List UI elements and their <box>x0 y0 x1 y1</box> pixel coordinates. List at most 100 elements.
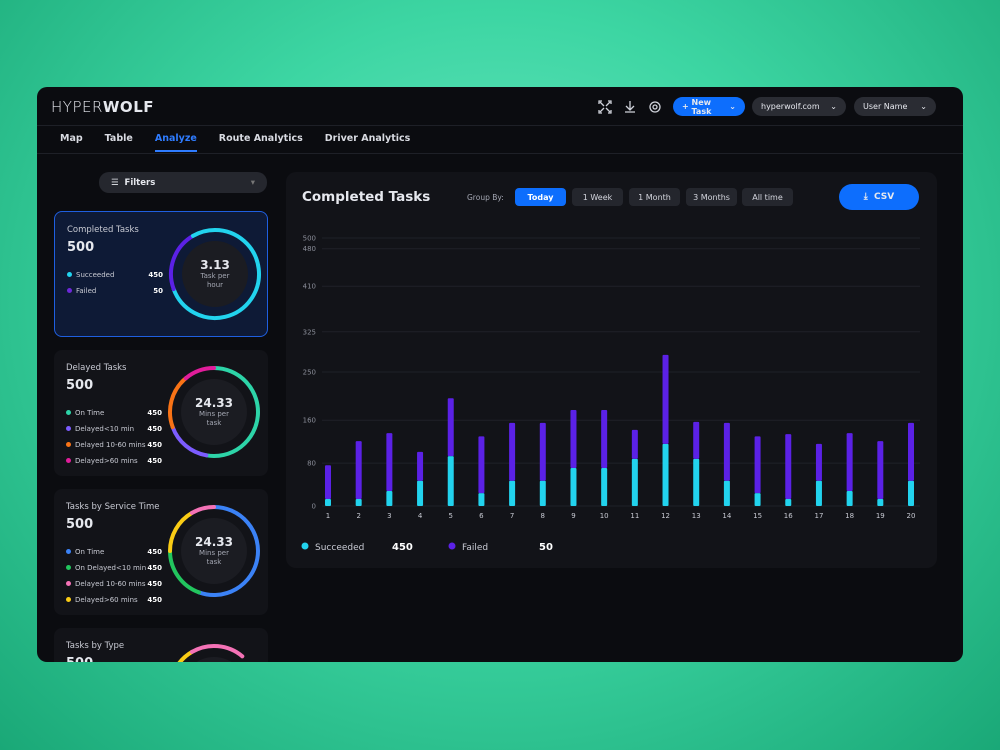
new-task-button[interactable]: + New Task ⌄ <box>673 97 745 116</box>
expand-icon[interactable] <box>598 100 612 114</box>
ring-arc <box>190 644 245 659</box>
legend-dot <box>66 581 71 586</box>
legend-value: 450 <box>147 580 162 588</box>
legend-name: Failed <box>76 287 97 295</box>
stat-card: Delayed Tasks 500 24.33 Mins per task On Tim… <box>54 350 268 476</box>
ring-arc <box>170 425 209 458</box>
bar-segment <box>723 480 730 506</box>
header-divider <box>37 125 963 126</box>
ring-arc <box>190 505 216 515</box>
legend-dot <box>67 288 72 293</box>
center-value: 3.13 <box>200 258 230 272</box>
nav-tab[interactable]: Table <box>104 133 133 144</box>
legend-value: 450 <box>147 596 162 604</box>
ring-arc <box>196 505 260 597</box>
ring <box>177 644 245 662</box>
app-window: HYPERWOLF + New Task ⌄ hyperwolf.com ⌄ Us… <box>37 87 963 662</box>
ring-center: 24.33 Mins per task <box>184 535 244 567</box>
bar-segment <box>325 499 331 506</box>
bar-segment <box>478 493 485 506</box>
legend-dot <box>66 410 71 415</box>
bar-segment <box>693 421 700 459</box>
ring-arc <box>204 366 260 458</box>
bar-segment <box>662 354 669 444</box>
group-by-button[interactable]: 1 Month <box>629 188 680 206</box>
filters-button[interactable]: ☰ Filters ▾ <box>99 172 267 193</box>
legend-name: Failed <box>462 543 488 553</box>
legend-row: Delayed 10-60 mins 450 <box>66 441 162 449</box>
y-tick-label: 80 <box>307 460 316 468</box>
nav-tab[interactable]: Map <box>60 133 83 144</box>
legend-dot <box>66 442 71 447</box>
y-tick-label: 160 <box>303 417 316 425</box>
bar-segment <box>478 436 485 494</box>
x-tick-label: 6 <box>479 512 484 520</box>
bar-segment <box>785 434 792 500</box>
stat-card: Tasks by Service Time 500 24.33 Mins per ta… <box>54 489 268 615</box>
center-label: Task per hour <box>200 272 230 289</box>
card-title: Tasks by Service Time <box>66 502 160 512</box>
card-title: Delayed Tasks <box>66 363 127 373</box>
bar-segment <box>417 480 424 506</box>
logo-bold: WOLF <box>102 98 154 116</box>
nav-tab[interactable]: Analyze <box>154 133 197 152</box>
center-label: Mins per task <box>199 549 229 566</box>
legend-name: Delayed>60 mins <box>75 596 138 604</box>
x-tick-label: 5 <box>449 512 453 520</box>
x-tick-label: 13 <box>692 512 701 520</box>
chart-panel: Completed Tasks Group By: Today 1 Week 1 M… <box>286 172 937 568</box>
legend-dot <box>66 458 71 463</box>
bar-segment <box>355 441 362 500</box>
legend-name: Delayed<10 min <box>75 425 135 433</box>
x-tick-label: 10 <box>600 512 609 520</box>
stat-card: Completed Tasks 500 3.13 Task per hour Succe… <box>54 211 268 337</box>
user-label: User Name <box>863 102 908 111</box>
domain-select[interactable]: hyperwolf.com ⌄ <box>752 97 846 116</box>
card-total: 500 <box>66 378 94 393</box>
bar-segment <box>754 493 761 506</box>
settings-icon[interactable] <box>649 101 661 113</box>
x-tick-label: 19 <box>876 512 885 520</box>
group-by-button[interactable]: 1 Week <box>572 188 623 206</box>
group-by-button[interactable]: 3 Months <box>686 188 737 206</box>
csv-button[interactable]: ⤓ CSV <box>839 184 919 210</box>
bar-segment <box>846 490 853 506</box>
bar-segment <box>386 490 393 506</box>
legend-row: On Delayed<10 min 450 <box>66 564 162 572</box>
legend-dot <box>66 597 71 602</box>
ring-inner <box>196 657 232 662</box>
user-select[interactable]: User Name ⌄ <box>854 97 936 116</box>
legend-dot <box>66 565 71 570</box>
nav-tab[interactable]: Driver Analytics <box>324 133 411 144</box>
x-tick-label: 7 <box>510 512 514 520</box>
legend-value: 450 <box>147 564 162 572</box>
download-icon[interactable] <box>625 101 635 113</box>
nav-tab[interactable]: Route Analytics <box>218 133 303 144</box>
bar-segment <box>877 441 884 500</box>
legend-row: Delayed<10 min 450 <box>66 425 162 433</box>
group-by-button[interactable]: All time <box>742 188 793 206</box>
bar-segment <box>539 480 546 506</box>
bar-segment <box>723 422 730 481</box>
bar-segment <box>908 422 914 481</box>
group-by-button[interactable]: Today <box>515 188 566 206</box>
legend-row: Succeeded 450 <box>67 271 163 279</box>
ring-center: 24.33 Mins per task <box>184 396 244 428</box>
domain-label: hyperwolf.com <box>761 102 820 111</box>
legend-name: On Time <box>75 409 105 417</box>
legend-name: Delayed 10-60 mins <box>75 580 146 588</box>
legend-dot <box>66 549 71 554</box>
ring-center: 3.13 Task per hour <box>185 258 245 290</box>
x-tick-label: 12 <box>661 512 670 520</box>
ring-inner <box>181 518 247 584</box>
x-tick-label: 15 <box>753 512 762 520</box>
bar-segment <box>631 429 638 459</box>
header-icons <box>598 100 661 114</box>
legend-row: On Time 450 <box>66 548 162 556</box>
legend-row: Delayed 10-60 mins 450 <box>66 580 162 588</box>
logo: HYPERWOLF <box>51 98 154 116</box>
chart-title: Completed Tasks <box>302 189 431 205</box>
ring-arc <box>168 549 201 595</box>
